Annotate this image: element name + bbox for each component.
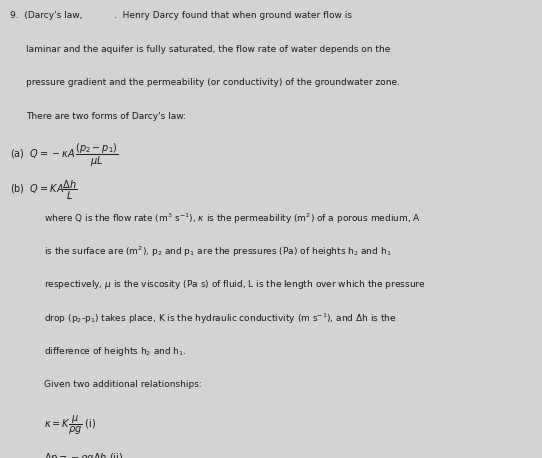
Text: There are two forms of Darcy's law:: There are two forms of Darcy's law: xyxy=(26,112,186,121)
Text: (a)  $Q = -\kappa A\,\dfrac{(p_2-p_1)}{\mu L}$: (a) $Q = -\kappa A\,\dfrac{(p_2-p_1)}{\m… xyxy=(10,142,118,169)
Text: where Q is the flow rate (m$^3$ s$^{-1}$), $\kappa$ is the permeability (m$^2$) : where Q is the flow rate (m$^3$ s$^{-1}$… xyxy=(44,211,421,226)
Text: difference of heights h$_2$ and h$_1$.: difference of heights h$_2$ and h$_1$. xyxy=(44,345,187,358)
Text: $\kappa = K\dfrac{\mu}{\rho g}$ (i): $\kappa = K\dfrac{\mu}{\rho g}$ (i) xyxy=(44,414,96,436)
Text: respectively, $\mu$ is the viscosity (Pa s) of fluid, L is the length over which: respectively, $\mu$ is the viscosity (Pa… xyxy=(44,278,426,291)
Text: is the surface are (m$^2$), p$_2$ and p$_1$ are the pressures (Pa) of heights h$: is the surface are (m$^2$), p$_2$ and p$… xyxy=(44,245,392,259)
Text: drop (p$_2$-p$_1$) takes place, K is the hydraulic conductivity (m s$^{-1}$), an: drop (p$_2$-p$_1$) takes place, K is the… xyxy=(44,311,397,326)
Text: pressure gradient and the permeability (or conductivity) of the groundwater zone: pressure gradient and the permeability (… xyxy=(26,78,400,87)
Text: laminar and the aquifer is fully saturated, the flow rate of water depends on th: laminar and the aquifer is fully saturat… xyxy=(26,45,390,54)
Text: 9.  (Darcy's law,           .  Henry Darcy found that when ground water flow is: 9. (Darcy's law, . Henry Darcy found tha… xyxy=(10,11,352,21)
Text: Given two additional relationships:: Given two additional relationships: xyxy=(44,380,202,389)
Text: $\Delta p = -\rho g\Delta h$ (ii): $\Delta p = -\rho g\Delta h$ (ii) xyxy=(44,451,124,458)
Text: (b)  $Q = KA\dfrac{\Delta h}{L}$: (b) $Q = KA\dfrac{\Delta h}{L}$ xyxy=(10,180,78,202)
